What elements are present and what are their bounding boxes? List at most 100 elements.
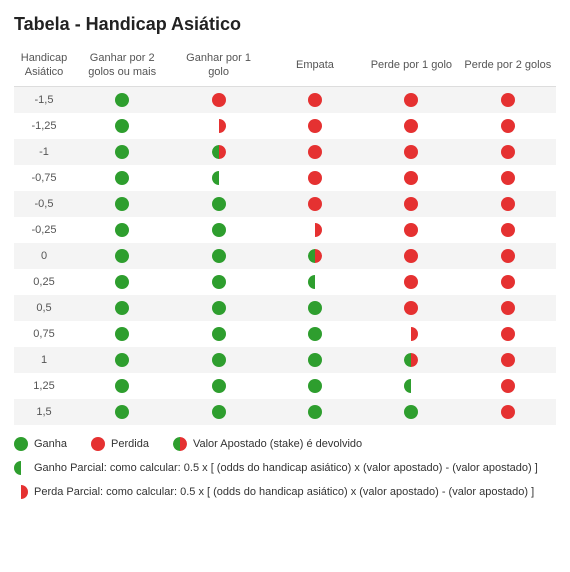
result-cell	[74, 347, 170, 373]
result-cell	[74, 321, 170, 347]
result-cell	[74, 139, 170, 165]
split-icon	[173, 437, 187, 451]
result-cell	[170, 399, 266, 425]
handicap-value: 0,5	[14, 295, 74, 321]
handicap-value: 1,25	[14, 373, 74, 399]
loss-icon	[501, 327, 515, 341]
result-cell	[74, 86, 170, 113]
column-header: Empata	[267, 45, 363, 86]
table-row: 1,25	[14, 373, 556, 399]
column-header: Handicap Asiático	[14, 45, 74, 86]
legend-half-win-label: Ganho Parcial: como calcular: 0.5 x [ (o…	[34, 461, 556, 476]
half-win-icon	[404, 379, 418, 393]
result-cell	[363, 165, 459, 191]
result-cell	[363, 269, 459, 295]
win-icon	[115, 171, 129, 185]
column-header: Perde por 2 golos	[460, 45, 556, 86]
loss-icon	[501, 93, 515, 107]
table-row: -0,75	[14, 165, 556, 191]
result-cell	[460, 295, 556, 321]
win-icon	[212, 197, 226, 211]
handicap-value: 0	[14, 243, 74, 269]
win-icon	[212, 249, 226, 263]
result-cell	[170, 139, 266, 165]
handicap-table: Handicap AsiáticoGanhar por 2 golos ou m…	[14, 45, 556, 425]
win-icon	[14, 437, 28, 451]
loss-icon	[501, 301, 515, 315]
result-cell	[363, 139, 459, 165]
split-icon	[404, 353, 418, 367]
loss-icon	[404, 119, 418, 133]
win-icon	[115, 145, 129, 159]
handicap-value: 1	[14, 347, 74, 373]
loss-icon	[501, 197, 515, 211]
win-icon	[212, 275, 226, 289]
result-cell	[267, 373, 363, 399]
win-icon	[212, 327, 226, 341]
result-cell	[267, 243, 363, 269]
legend: Ganha Perdida Valor Apostado (stake) é d…	[14, 437, 556, 501]
loss-icon	[308, 197, 322, 211]
win-icon	[115, 223, 129, 237]
legend-half-win: Ganho Parcial: como calcular: 0.5 x [ (o…	[14, 461, 556, 476]
result-cell	[74, 269, 170, 295]
result-cell	[267, 269, 363, 295]
loss-icon	[404, 301, 418, 315]
column-header: Ganhar por 1 golo	[170, 45, 266, 86]
loss-icon	[308, 93, 322, 107]
result-cell	[460, 269, 556, 295]
result-cell	[460, 243, 556, 269]
win-icon	[115, 353, 129, 367]
handicap-value: 0,75	[14, 321, 74, 347]
result-cell	[170, 86, 266, 113]
result-cell	[460, 86, 556, 113]
win-icon	[212, 353, 226, 367]
win-icon	[115, 275, 129, 289]
table-row: -0,25	[14, 217, 556, 243]
result-cell	[74, 191, 170, 217]
half-loss-icon	[14, 485, 28, 499]
result-cell	[170, 243, 266, 269]
half-loss-icon	[212, 119, 226, 133]
result-cell	[267, 86, 363, 113]
result-cell	[267, 347, 363, 373]
result-cell	[460, 347, 556, 373]
result-cell	[363, 113, 459, 139]
result-cell	[363, 191, 459, 217]
result-cell	[363, 347, 459, 373]
handicap-value: -0,25	[14, 217, 74, 243]
win-icon	[212, 379, 226, 393]
handicap-value: 0,25	[14, 269, 74, 295]
win-icon	[308, 405, 322, 419]
loss-icon	[91, 437, 105, 451]
loss-icon	[501, 405, 515, 419]
half-loss-icon	[404, 327, 418, 341]
win-icon	[115, 327, 129, 341]
win-icon	[115, 301, 129, 315]
legend-win: Ganha	[14, 437, 67, 451]
split-icon	[308, 249, 322, 263]
win-icon	[212, 405, 226, 419]
handicap-value: -1,25	[14, 113, 74, 139]
column-header: Ganhar por 2 golos ou mais	[74, 45, 170, 86]
loss-icon	[308, 171, 322, 185]
half-loss-icon	[308, 223, 322, 237]
result-cell	[460, 217, 556, 243]
result-cell	[74, 217, 170, 243]
result-cell	[170, 165, 266, 191]
loss-icon	[501, 249, 515, 263]
result-cell	[460, 113, 556, 139]
loss-icon	[501, 119, 515, 133]
result-cell	[460, 191, 556, 217]
loss-icon	[501, 145, 515, 159]
half-win-icon	[212, 171, 226, 185]
handicap-value: 1,5	[14, 399, 74, 425]
win-icon	[115, 119, 129, 133]
win-icon	[308, 327, 322, 341]
result-cell	[170, 373, 266, 399]
table-row: 0	[14, 243, 556, 269]
column-header: Perde por 1 golo	[363, 45, 459, 86]
split-icon	[212, 145, 226, 159]
loss-icon	[404, 145, 418, 159]
result-cell	[460, 165, 556, 191]
